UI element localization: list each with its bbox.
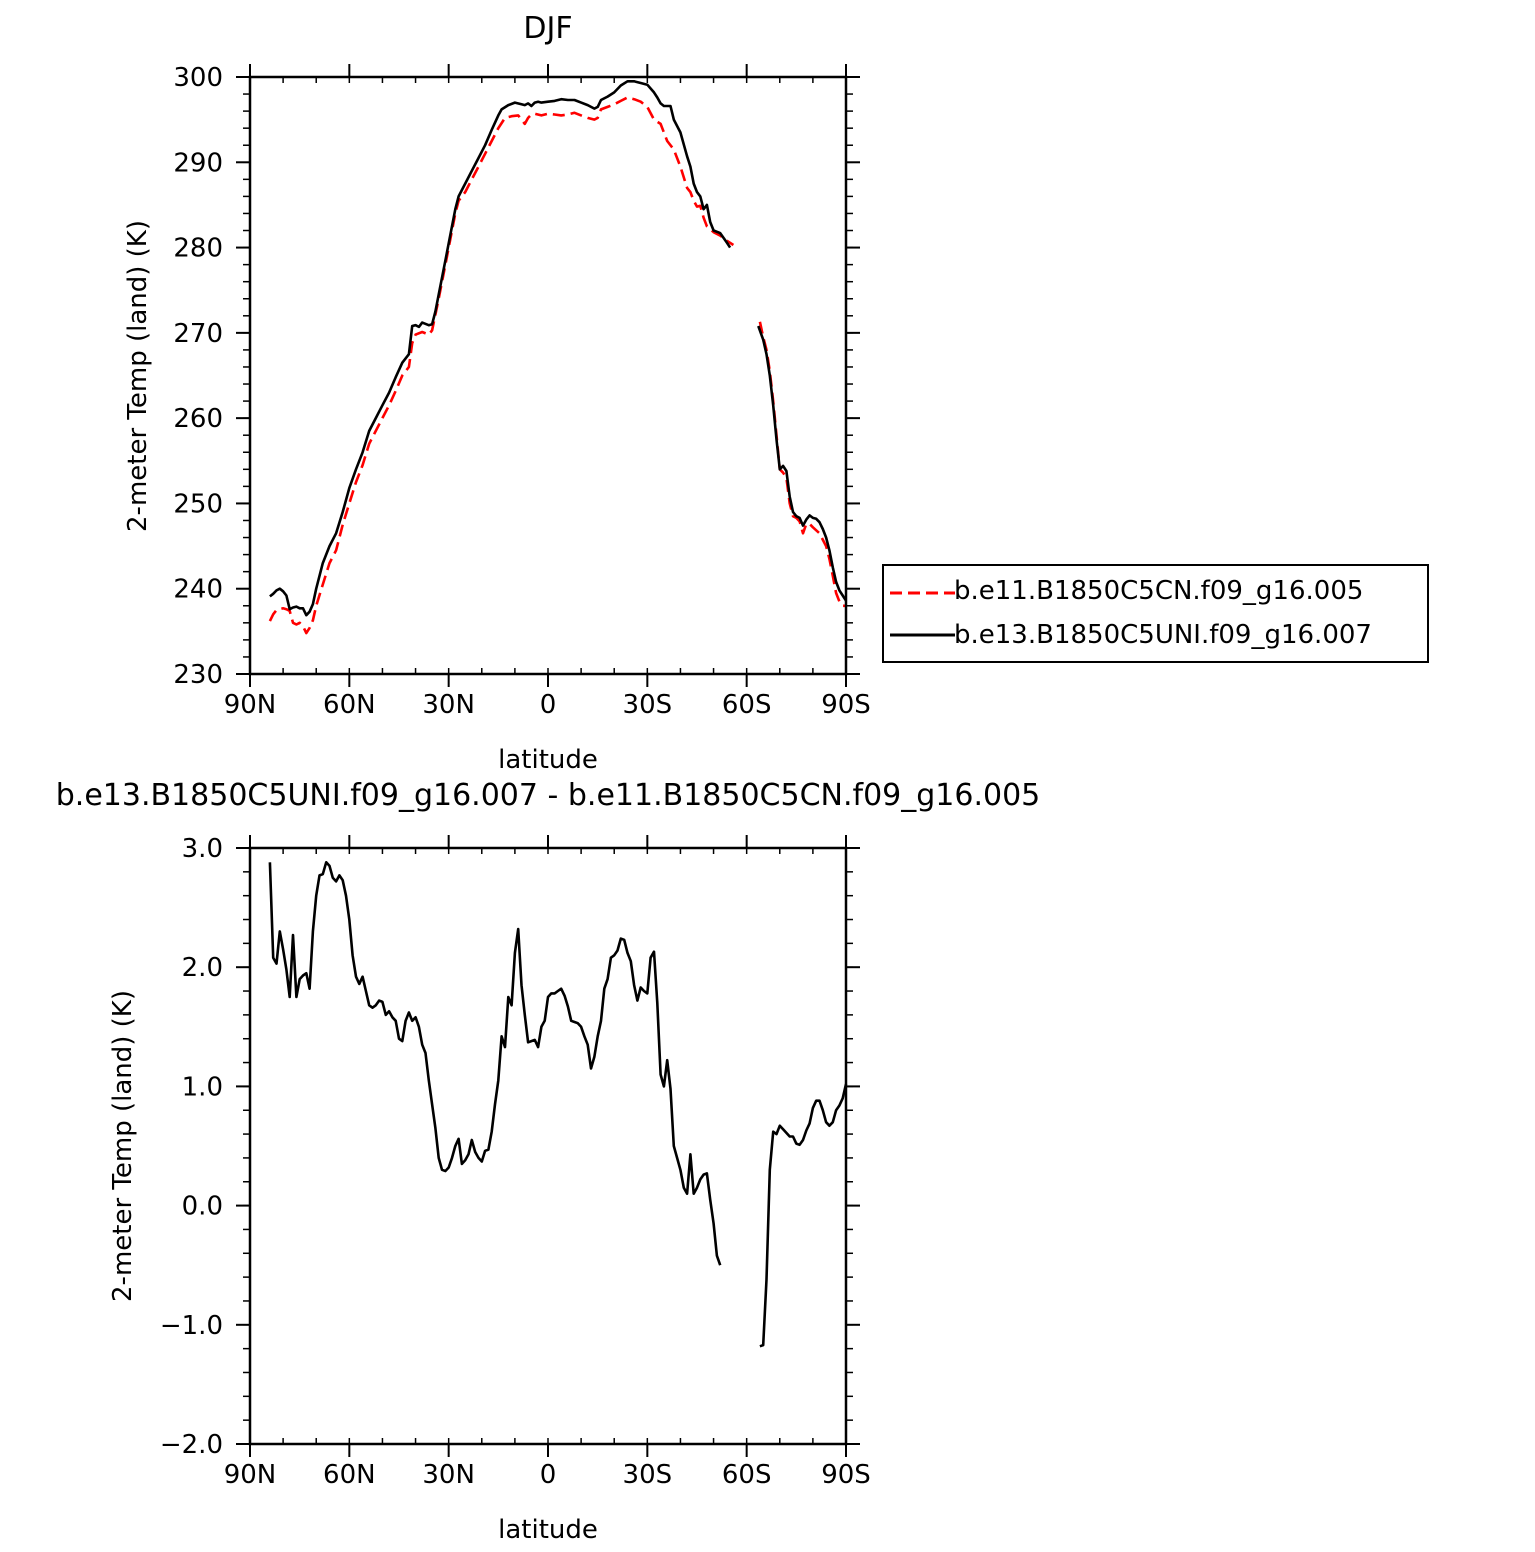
x-tick-label: 90S bbox=[821, 690, 871, 720]
series-line-2 bbox=[269, 80, 732, 617]
x-tick-label: 60S bbox=[722, 1460, 772, 1490]
bottom-chart: b.e13.B1850C5UNI.f09_g16.007 - b.e11.B18… bbox=[56, 778, 1041, 1545]
x-tick-label: 60N bbox=[323, 1460, 376, 1490]
y-tick-label: 240 bbox=[173, 575, 223, 605]
y-tick-label: 280 bbox=[173, 234, 223, 264]
bottom-chart-title: b.e13.B1850C5UNI.f09_g16.007 - b.e11.B18… bbox=[56, 778, 1041, 813]
x-tick-label: 0 bbox=[540, 690, 557, 720]
y-tick-label: 250 bbox=[173, 489, 223, 519]
legend-label-series-1: b.e11.B1850C5CN.f09_g16.005 bbox=[954, 576, 1363, 606]
bottom-chart-xlabel: latitude bbox=[498, 1515, 598, 1545]
x-tick-label: 90N bbox=[224, 1460, 277, 1490]
legend-box bbox=[882, 564, 1429, 663]
top-chart-series bbox=[268, 80, 848, 635]
bottom-chart-ticks: 90N 60N 30N 0 30S 60S 90S −2.0 −1.0 0.0 1.0 2.0 3.0 bbox=[160, 834, 871, 1490]
series-line-1 bbox=[759, 1083, 848, 1348]
top-chart-frame bbox=[248, 75, 848, 676]
y-tick-label: 270 bbox=[173, 319, 223, 349]
x-tick-label: 60N bbox=[323, 690, 376, 720]
series-line-1 bbox=[268, 861, 722, 1266]
y-tick-label: 290 bbox=[173, 148, 223, 178]
x-tick-label: 30S bbox=[623, 690, 673, 720]
y-tick-label: 1.0 bbox=[182, 1072, 223, 1102]
bottom-chart-ylabel: 2-meter Temp (land) (K) bbox=[108, 990, 138, 1302]
y-tick-label: 3.0 bbox=[182, 834, 223, 864]
series-line-1 bbox=[268, 96, 735, 635]
top-chart-ylabel: 2-meter Temp (land) (K) bbox=[123, 220, 153, 532]
legend-label-series-2: b.e13.B1850C5UNI.f09_g16.007 bbox=[954, 620, 1372, 650]
legend: b.e11.B1850C5CN.f09_g16.005 b.e13.B1850C… bbox=[882, 564, 1429, 663]
top-chart: DJF 90N 60N 30N 0 30S 60S 90S 230 240 250 260 270 28… bbox=[123, 11, 1429, 775]
top-chart-ticks: 90N 60N 30N 0 30S 60S 90S 230 240 250 260 270 280 290… bbox=[173, 63, 870, 720]
x-tick-label: 0 bbox=[540, 1460, 557, 1490]
top-chart-title: DJF bbox=[523, 11, 572, 46]
y-tick-label: −2.0 bbox=[160, 1430, 223, 1460]
y-tick-label: −1.0 bbox=[160, 1311, 223, 1341]
bottom-chart-frame bbox=[248, 846, 848, 1446]
y-tick-label: 230 bbox=[173, 660, 223, 690]
x-tick-label: 60S bbox=[722, 690, 772, 720]
y-tick-label: 2.0 bbox=[182, 953, 223, 983]
series-line-2 bbox=[757, 325, 848, 602]
top-chart-xlabel: latitude bbox=[498, 745, 598, 775]
y-tick-label: 300 bbox=[173, 63, 223, 93]
x-tick-label: 90S bbox=[821, 1460, 871, 1490]
y-tick-label: 0.0 bbox=[182, 1192, 223, 1222]
x-tick-label: 90N bbox=[224, 690, 277, 720]
y-tick-label: 260 bbox=[173, 404, 223, 434]
x-tick-label: 30S bbox=[623, 1460, 673, 1490]
bottom-chart-series bbox=[268, 861, 848, 1348]
x-tick-label: 30N bbox=[422, 1460, 475, 1490]
x-tick-label: 30N bbox=[422, 690, 475, 720]
